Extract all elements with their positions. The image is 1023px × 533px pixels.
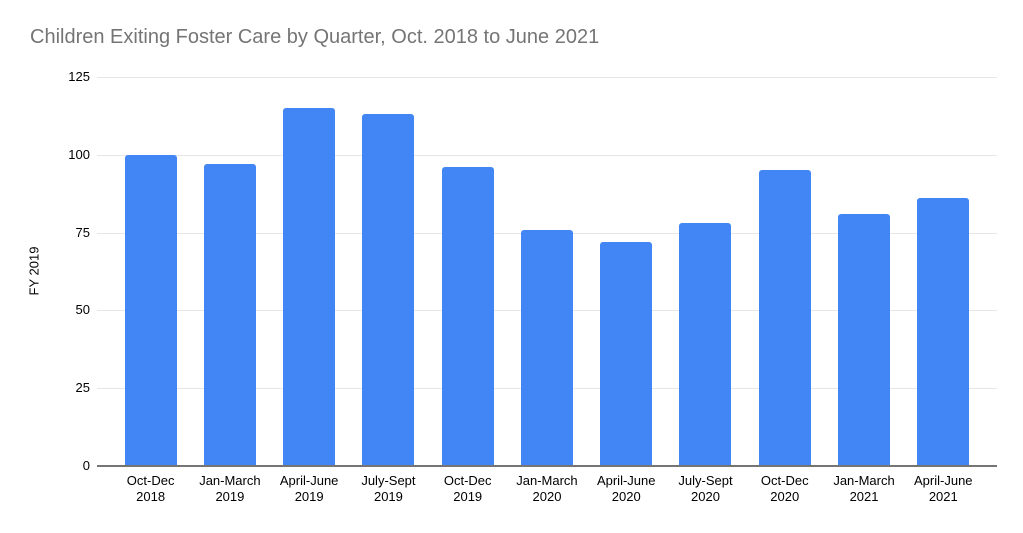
x-tick-label: July-Sept 2019: [361, 473, 416, 504]
x-tick-label: July-Sept 2020: [678, 473, 733, 504]
y-tick-label-75: 75: [75, 224, 90, 240]
bars-row: [97, 77, 997, 466]
bar-slot: [824, 77, 903, 466]
bar-jan-march-2020[interactable]: [520, 229, 573, 466]
bar-slot: [507, 77, 586, 466]
bar-oct-dec-2018[interactable]: [124, 154, 177, 466]
x-axis-labels: Oct-Dec 2018 Jan-March 2019 April-June 201…: [111, 473, 983, 505]
bar-slot: [666, 77, 745, 466]
bar-slot: [428, 77, 507, 466]
bar-slot: [270, 77, 349, 466]
gridline-125: [97, 77, 997, 78]
x-axis-line: [97, 465, 997, 467]
x-tick-label: Jan-March 2021: [833, 473, 895, 504]
y-tick-label-100: 100: [68, 146, 90, 162]
x-tick-label: April-June 2021: [914, 473, 973, 504]
bar-slot: [349, 77, 428, 466]
bar-jan-march-2019[interactable]: [203, 164, 256, 466]
y-tick-label-25: 25: [75, 380, 90, 396]
bar-april-june-2021[interactable]: [917, 198, 970, 466]
y-tick-label-125: 125: [68, 69, 90, 84]
x-tick-label: April-June 2020: [596, 473, 656, 504]
bar-slot: [745, 77, 824, 466]
plot-area: [97, 77, 997, 467]
bar-april-june-2019[interactable]: [283, 108, 336, 466]
bar-slot: [190, 77, 269, 466]
y-tick-label-50: 50: [75, 302, 90, 318]
x-tick-label: Oct-Dec 2019: [443, 473, 492, 504]
x-tick-label: Oct-Dec 2020: [760, 473, 809, 504]
y-axis-title: FY 2019: [26, 246, 42, 296]
bar-slot: [587, 77, 666, 466]
x-tick-label: Jan-March 2020: [516, 473, 578, 504]
bar-july-sept-2020[interactable]: [679, 223, 732, 466]
x-tick-label: Jan-March 2019: [199, 473, 261, 504]
y-tick-label-0: 0: [82, 458, 90, 473]
gridline-100: [97, 154, 997, 156]
bar-july-sept-2019[interactable]: [362, 114, 415, 466]
x-tick-label: April-June 2019: [279, 473, 339, 504]
bar-april-june-2020[interactable]: [600, 241, 653, 466]
bar-slot: [111, 77, 190, 466]
bar-oct-dec-2020[interactable]: [758, 170, 811, 466]
x-tick-label: Oct-Dec 2018: [126, 473, 175, 504]
bar-jan-march-2021[interactable]: [838, 213, 891, 466]
chart-title: Children Exiting Foster Care by Quarter,…: [30, 26, 600, 48]
bar-oct-dec-2019[interactable]: [441, 167, 494, 466]
bar-slot: [904, 77, 983, 466]
